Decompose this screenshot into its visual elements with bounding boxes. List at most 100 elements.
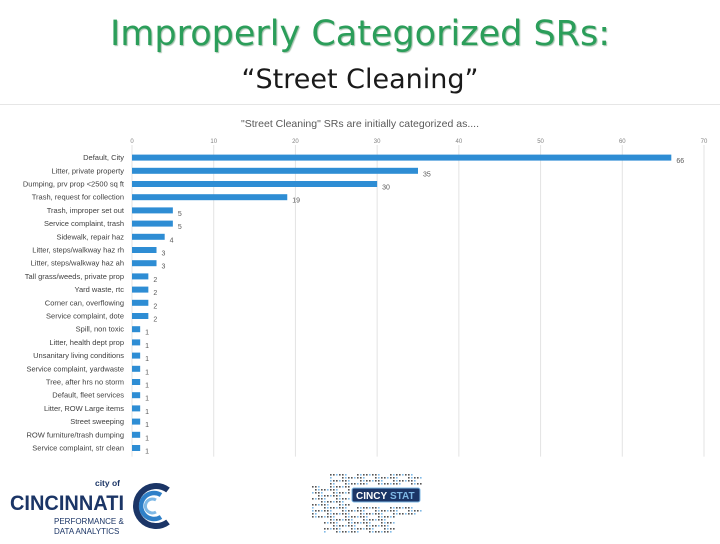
map-dot: [390, 531, 392, 533]
map-dot: [336, 531, 338, 533]
map-dot: [339, 486, 341, 488]
map-dot: [327, 522, 329, 524]
map-dot: [342, 498, 344, 500]
category-label: Trash, improper set out: [47, 206, 125, 215]
map-dot: [345, 492, 347, 494]
map-dot: [345, 519, 347, 521]
map-dot: [339, 501, 341, 503]
data-label: 1: [145, 409, 149, 416]
map-dot: [339, 525, 341, 527]
map-dot: [390, 507, 392, 509]
map-dot: [348, 498, 350, 500]
map-dot: [384, 531, 386, 533]
map-dot: [378, 477, 380, 479]
map-dot: [351, 522, 353, 524]
map-dot: [351, 519, 353, 521]
map-dot: [390, 516, 392, 518]
map-dot: [393, 513, 395, 515]
map-dot: [351, 483, 353, 485]
cincystat-logo: CINCY STAT: [312, 474, 422, 533]
map-dot: [312, 504, 314, 506]
map-dot: [363, 513, 365, 515]
map-dot: [360, 528, 362, 530]
logo-city-of: city of: [95, 478, 120, 488]
map-dot: [339, 531, 341, 533]
map-dot: [342, 525, 344, 527]
map-dot: [342, 474, 344, 476]
bar: [132, 365, 141, 372]
map-dot: [321, 489, 323, 491]
map-dot: [378, 483, 380, 485]
x-tick-label: 0: [130, 139, 134, 145]
map-dot: [330, 495, 332, 497]
bar: [132, 220, 173, 227]
data-label: 2: [153, 317, 157, 324]
category-label: Sidewalk, repair haz: [56, 232, 124, 241]
map-dot: [327, 513, 329, 515]
map-dot: [327, 489, 329, 491]
map-dot: [312, 507, 314, 509]
map-dot: [360, 474, 362, 476]
map-dot: [330, 474, 332, 476]
bar: [132, 379, 141, 385]
map-dot: [402, 480, 404, 482]
map-dot: [414, 510, 416, 512]
map-dot: [405, 513, 407, 515]
map-dot: [399, 507, 401, 509]
map-dot: [357, 507, 359, 509]
map-dot: [378, 519, 380, 521]
map-dot: [321, 501, 323, 503]
map-dot: [342, 510, 344, 512]
map-dot: [315, 504, 317, 506]
bar: [132, 286, 149, 293]
bar: [132, 154, 672, 161]
map-dot: [348, 486, 350, 488]
map-dot: [390, 474, 392, 476]
map-dot: [339, 507, 341, 509]
map-dot: [381, 516, 383, 518]
map-dot: [387, 522, 389, 524]
map-dot: [408, 474, 410, 476]
map-dot: [393, 474, 395, 476]
category-label: Service complaint, dote: [46, 312, 124, 321]
map-dot: [414, 480, 416, 482]
map-dot: [357, 528, 359, 530]
map-dot: [336, 501, 338, 503]
bar: [132, 167, 418, 174]
map-dot: [369, 525, 371, 527]
map-dot: [354, 525, 356, 527]
map-dot: [381, 525, 383, 527]
map-dot: [342, 486, 344, 488]
map-dot: [414, 477, 416, 479]
map-dot: [360, 516, 362, 518]
map-dot: [348, 519, 350, 521]
map-dot: [366, 516, 368, 518]
map-dot: [420, 477, 422, 479]
map-dot: [330, 480, 332, 482]
logo-cincy: CINCY: [356, 491, 387, 502]
map-dot: [336, 507, 338, 509]
map-dot: [333, 522, 335, 524]
map-dot: [390, 528, 392, 530]
map-dot: [372, 513, 374, 515]
map-dot: [345, 474, 347, 476]
map-dot: [411, 480, 413, 482]
data-label: 4: [170, 237, 174, 244]
map-dot: [339, 492, 341, 494]
map-dot: [417, 510, 419, 512]
map-dot: [369, 522, 371, 524]
map-dot: [360, 483, 362, 485]
bar: [132, 299, 149, 306]
map-dot: [369, 513, 371, 515]
map-dot: [366, 507, 368, 509]
data-label: 1: [145, 383, 149, 390]
map-dot: [387, 510, 389, 512]
map-dot: [318, 489, 320, 491]
map-dot: [408, 507, 410, 509]
map-dot: [348, 492, 350, 494]
map-dot: [357, 516, 359, 518]
category-label: Service complaint, trash: [44, 219, 124, 228]
map-dot: [345, 486, 347, 488]
category-label: Litter, private property: [51, 166, 124, 175]
map-dot: [384, 519, 386, 521]
